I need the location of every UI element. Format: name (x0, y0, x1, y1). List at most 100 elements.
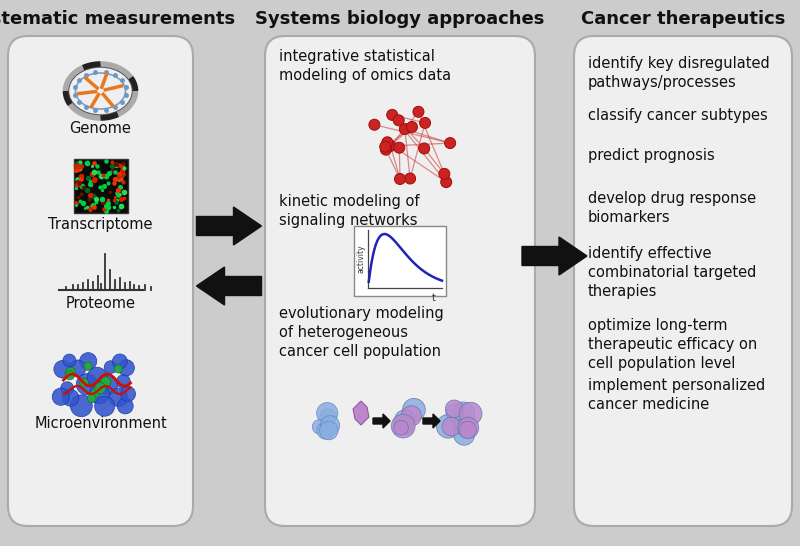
FancyBboxPatch shape (574, 36, 792, 526)
Circle shape (117, 375, 130, 388)
Circle shape (458, 417, 478, 438)
Circle shape (110, 388, 128, 407)
Circle shape (454, 424, 474, 445)
Circle shape (439, 168, 450, 180)
Text: kinetic modeling of
signaling networks: kinetic modeling of signaling networks (279, 194, 419, 228)
Circle shape (394, 115, 404, 126)
Circle shape (312, 420, 326, 434)
Polygon shape (353, 401, 369, 425)
Circle shape (66, 371, 74, 380)
Circle shape (405, 173, 415, 184)
Circle shape (319, 422, 338, 440)
Circle shape (101, 377, 109, 385)
Circle shape (418, 143, 430, 154)
Text: Systematic measurements: Systematic measurements (0, 10, 235, 28)
Circle shape (317, 422, 334, 439)
Circle shape (98, 375, 118, 395)
Text: Genome: Genome (70, 121, 131, 136)
Circle shape (80, 378, 89, 387)
Bar (74, 159, 127, 213)
Text: predict prognosis: predict prognosis (588, 148, 714, 163)
Polygon shape (197, 267, 262, 305)
Circle shape (369, 119, 380, 130)
Circle shape (413, 106, 424, 117)
Circle shape (61, 382, 74, 395)
Circle shape (112, 354, 127, 369)
Circle shape (94, 383, 106, 394)
Circle shape (320, 416, 340, 435)
Circle shape (101, 377, 111, 387)
Circle shape (380, 141, 390, 152)
Circle shape (52, 388, 70, 405)
Circle shape (454, 417, 473, 436)
Circle shape (94, 396, 114, 416)
Circle shape (398, 420, 413, 435)
Circle shape (437, 414, 460, 438)
Circle shape (459, 422, 476, 438)
Text: Microenvironment: Microenvironment (34, 416, 167, 431)
Circle shape (87, 367, 107, 387)
FancyBboxPatch shape (265, 36, 535, 526)
Circle shape (84, 362, 92, 370)
Circle shape (63, 354, 76, 367)
Text: evolutionary modeling
of heterogeneous
cancer cell population: evolutionary modeling of heterogeneous c… (279, 306, 444, 359)
Circle shape (320, 408, 336, 425)
Circle shape (317, 402, 338, 424)
Circle shape (381, 144, 391, 155)
Circle shape (402, 399, 426, 421)
Circle shape (394, 414, 413, 433)
Circle shape (118, 398, 134, 414)
Circle shape (70, 395, 92, 417)
Text: Cancer therapeutics: Cancer therapeutics (581, 10, 785, 28)
Circle shape (401, 406, 422, 426)
Circle shape (382, 137, 393, 148)
Circle shape (391, 414, 415, 438)
Circle shape (445, 138, 456, 149)
Circle shape (442, 417, 461, 436)
Circle shape (446, 403, 463, 421)
Circle shape (385, 140, 396, 151)
Polygon shape (197, 207, 262, 245)
Text: Transcriptome: Transcriptome (48, 217, 153, 232)
Circle shape (104, 361, 117, 373)
Circle shape (446, 400, 463, 418)
Text: t: t (432, 293, 436, 303)
Bar (354, 226, 446, 296)
Circle shape (118, 360, 134, 376)
Text: implement personalized
cancer medicine: implement personalized cancer medicine (588, 378, 766, 412)
Circle shape (459, 402, 482, 425)
Circle shape (114, 365, 122, 373)
Circle shape (91, 388, 100, 397)
Text: Systems biology approaches: Systems biology approaches (255, 10, 545, 28)
Text: classify cancer subtypes: classify cancer subtypes (588, 108, 768, 123)
Text: identify effective
combinatorial targeted
therapies: identify effective combinatorial targete… (588, 246, 756, 299)
Circle shape (76, 373, 98, 395)
Polygon shape (522, 237, 587, 275)
Circle shape (394, 142, 405, 153)
Circle shape (452, 402, 474, 425)
Circle shape (90, 384, 110, 404)
Circle shape (79, 353, 97, 370)
Text: develop drug response
biomarkers: develop drug response biomarkers (588, 191, 756, 225)
Text: activity: activity (356, 245, 365, 274)
Polygon shape (373, 414, 390, 428)
Text: identify key disregulated
pathways/processes: identify key disregulated pathways/proce… (588, 56, 770, 90)
Circle shape (394, 420, 408, 435)
Circle shape (406, 121, 418, 133)
Circle shape (441, 176, 452, 188)
Circle shape (394, 174, 406, 185)
Circle shape (87, 394, 96, 402)
Circle shape (66, 367, 76, 378)
Text: integrative statistical
modeling of omics data: integrative statistical modeling of omic… (279, 49, 451, 83)
Circle shape (62, 389, 79, 406)
Circle shape (54, 360, 71, 378)
Circle shape (399, 123, 410, 134)
Text: Proteome: Proteome (66, 296, 135, 311)
FancyBboxPatch shape (8, 36, 193, 526)
Circle shape (121, 387, 135, 401)
Circle shape (70, 360, 86, 377)
Circle shape (419, 117, 430, 128)
Circle shape (394, 410, 414, 429)
Circle shape (386, 109, 398, 120)
Polygon shape (423, 414, 440, 428)
